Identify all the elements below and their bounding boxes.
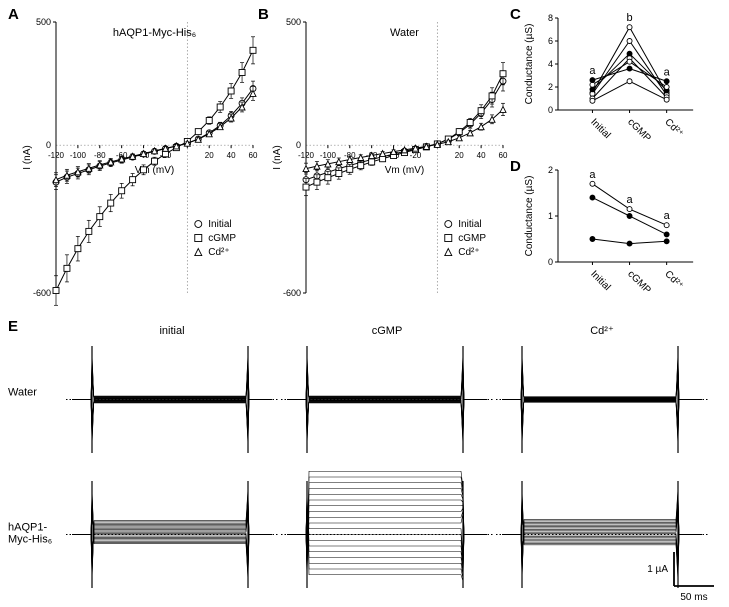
svg-text:0: 0 bbox=[548, 257, 553, 267]
svg-text:Cd²⁺: Cd²⁺ bbox=[458, 247, 479, 258]
svg-text:20: 20 bbox=[455, 151, 464, 160]
svg-text:I (nA): I (nA) bbox=[22, 145, 33, 169]
iv-plot-aqp1: -6005000-120-100-80-60-40-20204060I (nA)… bbox=[18, 10, 263, 315]
iv-plot-water: -6005000-120-100-80-60-40-20204060I (nA)… bbox=[268, 10, 513, 315]
svg-text:40: 40 bbox=[477, 151, 486, 160]
svg-text:-80: -80 bbox=[94, 151, 106, 160]
svg-text:Water: Water bbox=[8, 387, 37, 399]
svg-text:20: 20 bbox=[205, 151, 214, 160]
svg-text:cGMP: cGMP bbox=[625, 269, 653, 297]
svg-text:1 µA: 1 µA bbox=[647, 564, 668, 575]
svg-text:a: a bbox=[664, 210, 671, 222]
svg-text:Water: Water bbox=[390, 27, 419, 39]
svg-text:60: 60 bbox=[499, 151, 508, 160]
svg-text:0: 0 bbox=[548, 105, 553, 115]
svg-text:Conductance (µS): Conductance (µS) bbox=[524, 176, 535, 257]
svg-text:Vm (mV): Vm (mV) bbox=[385, 165, 424, 176]
svg-text:cGMP: cGMP bbox=[625, 117, 653, 145]
svg-text:I (nA): I (nA) bbox=[272, 145, 283, 169]
svg-text:500: 500 bbox=[286, 17, 301, 27]
svg-text:a: a bbox=[589, 169, 596, 181]
svg-text:Initial: Initial bbox=[588, 269, 612, 293]
svg-text:6: 6 bbox=[548, 36, 553, 46]
svg-text:2: 2 bbox=[548, 82, 553, 92]
svg-text:60: 60 bbox=[249, 151, 258, 160]
svg-text:1: 1 bbox=[548, 211, 553, 221]
svg-text:4: 4 bbox=[548, 59, 553, 69]
svg-text:0: 0 bbox=[296, 140, 301, 150]
svg-text:hAQP1-Myc-His₆: hAQP1-Myc-His₆ bbox=[113, 27, 196, 39]
conductance-plot-water: 0 1 2 Conductance (µS) Initial cGMP Cd²⁺ a a a bbox=[520, 160, 725, 310]
svg-text:cGMP: cGMP bbox=[372, 325, 403, 337]
svg-text:Myc-His₆: Myc-His₆ bbox=[8, 534, 52, 546]
svg-text:-120: -120 bbox=[48, 151, 65, 160]
current-traces: initial cGMP Cd²⁺ Water hAQP1-Myc-His₆ 1 µA 50… bbox=[0, 320, 729, 605]
svg-text:-600: -600 bbox=[33, 288, 51, 298]
svg-text:Cd²⁺: Cd²⁺ bbox=[208, 247, 229, 258]
svg-text:500: 500 bbox=[36, 17, 51, 27]
svg-text:hAQP1-: hAQP1- bbox=[8, 522, 47, 534]
svg-text:40: 40 bbox=[227, 151, 236, 160]
svg-text:Conductance (µS): Conductance (µS) bbox=[524, 24, 535, 105]
svg-text:Initial: Initial bbox=[458, 219, 481, 230]
svg-text:a: a bbox=[589, 65, 596, 77]
svg-text:initial: initial bbox=[159, 325, 184, 337]
svg-text:-600: -600 bbox=[283, 288, 301, 298]
svg-text:Cd²⁺: Cd²⁺ bbox=[662, 117, 685, 140]
svg-text:cGMP: cGMP bbox=[458, 233, 486, 244]
svg-text:a: a bbox=[664, 66, 671, 78]
svg-text:8: 8 bbox=[548, 13, 553, 23]
svg-text:-120: -120 bbox=[298, 151, 315, 160]
svg-text:Cd²⁺: Cd²⁺ bbox=[662, 269, 685, 292]
conductance-plot-aqp1: 0 2 4 6 8 Conductance (µS) Initial cGMP Cd²⁺ a b a bbox=[520, 8, 725, 158]
svg-text:Cd²⁺: Cd²⁺ bbox=[590, 325, 614, 337]
svg-text:Initial: Initial bbox=[588, 117, 612, 141]
svg-text:cGMP: cGMP bbox=[208, 233, 236, 244]
figure-root: A B C D E -6005000-120-100-80-60-40-2020… bbox=[0, 0, 729, 607]
svg-text:50 ms: 50 ms bbox=[680, 592, 707, 603]
svg-text:-100: -100 bbox=[70, 151, 87, 160]
svg-text:-100: -100 bbox=[320, 151, 337, 160]
svg-text:Initial: Initial bbox=[208, 219, 231, 230]
svg-text:0: 0 bbox=[46, 140, 51, 150]
svg-text:a: a bbox=[626, 194, 633, 206]
svg-text:2: 2 bbox=[548, 165, 553, 175]
svg-text:b: b bbox=[626, 12, 632, 24]
